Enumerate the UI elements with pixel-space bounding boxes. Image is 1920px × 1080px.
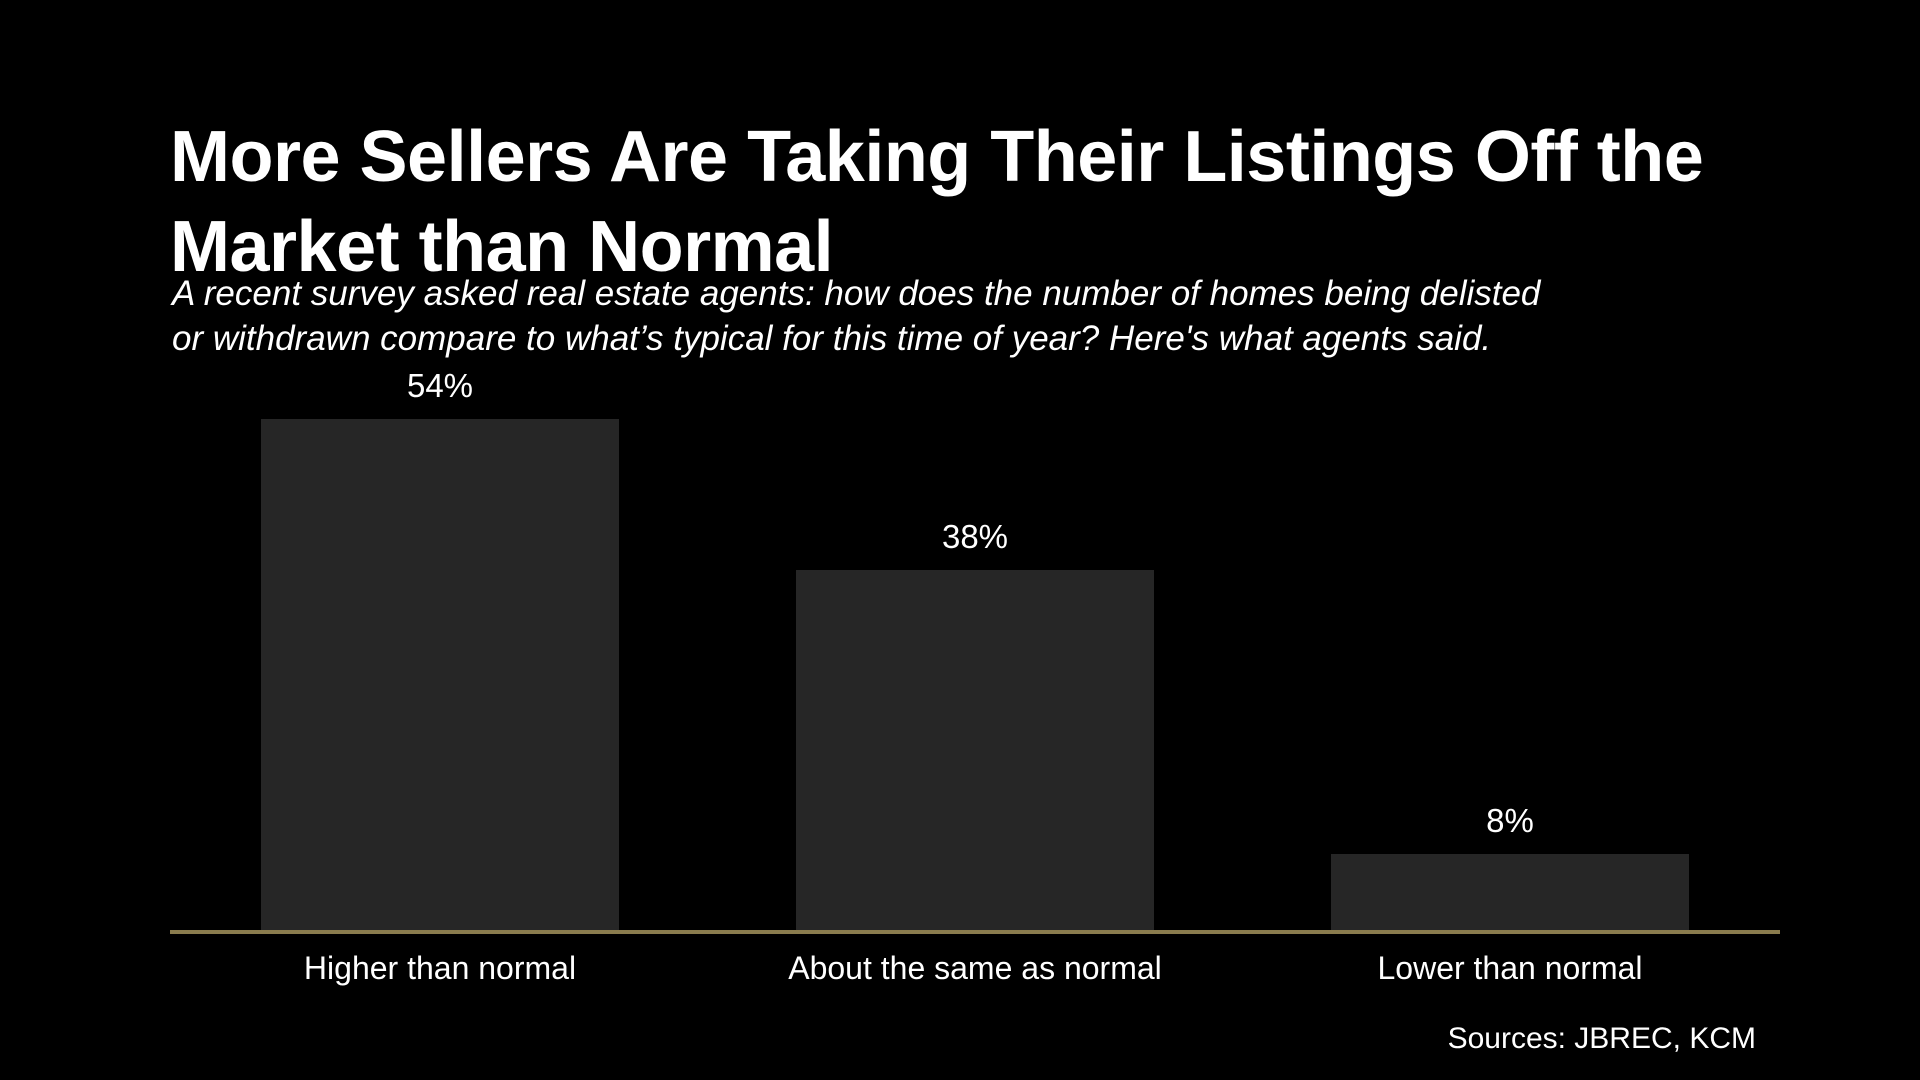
bar-value-label: 54% xyxy=(406,367,474,404)
sources-label: Sources: JBREC, KCM xyxy=(1447,1022,1756,1055)
chart-title-line-2: Market than Normal xyxy=(170,207,834,288)
bar-category-label: Lower than normal xyxy=(1377,950,1643,986)
chart-subtitle: A recent survey asked real estate agents… xyxy=(172,271,1540,361)
x-axis-line xyxy=(170,930,1780,934)
chart-subtitle-line-1: A recent survey asked real estate agents… xyxy=(172,274,1541,313)
bar-category-label: Higher than normal xyxy=(303,950,577,986)
chart-title-line-1: More Sellers Are Taking Their Listings O… xyxy=(170,117,1704,198)
chart-subtitle-line-2: or withdrawn compare to what’s typical f… xyxy=(172,319,1492,358)
bar xyxy=(796,570,1154,930)
bar xyxy=(1331,854,1689,930)
bar-category-label: About the same as normal xyxy=(788,950,1162,986)
bar-value-label: 38% xyxy=(941,518,1009,555)
bar xyxy=(261,419,619,930)
bar-value-label: 8% xyxy=(1486,802,1534,839)
chart-title: More Sellers Are Taking Their Listings O… xyxy=(170,112,1704,292)
